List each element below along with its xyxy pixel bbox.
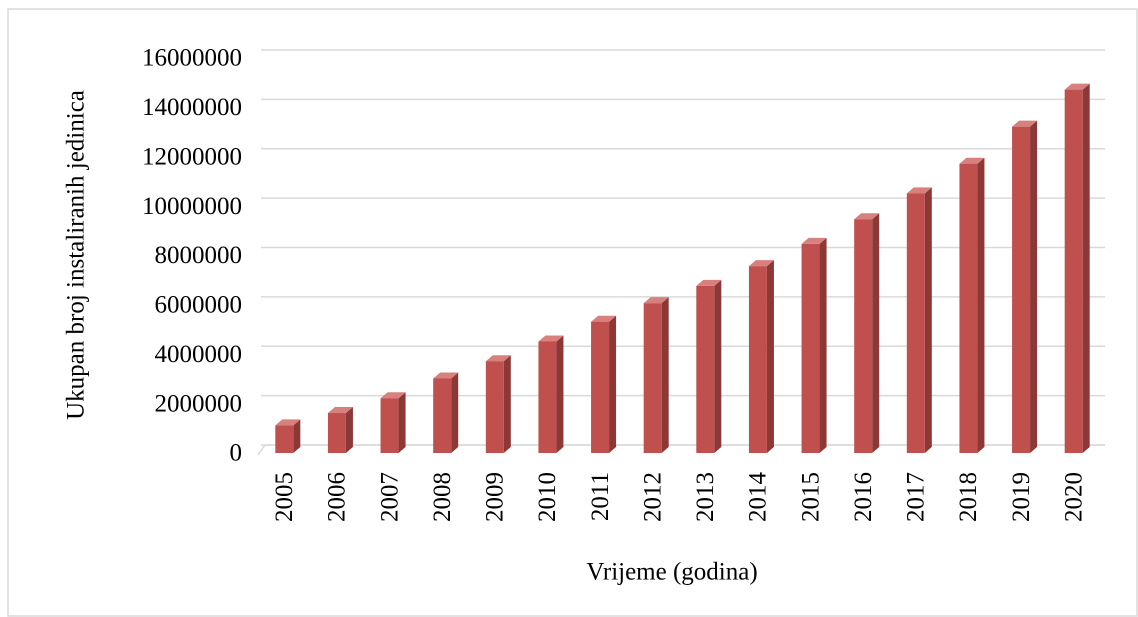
bar-side [293, 419, 301, 453]
x-tick-label: 2017 [903, 472, 930, 522]
x-tick-label: 2020 [1060, 472, 1087, 522]
bar-front [380, 398, 399, 453]
bar-side [556, 335, 564, 453]
bar-top [538, 335, 564, 342]
bar [327, 407, 353, 453]
bar-side [977, 157, 985, 453]
bar-side [872, 213, 880, 453]
bar-side [1082, 83, 1090, 453]
bar-front [696, 285, 715, 453]
bar [1012, 120, 1038, 453]
bar-front [854, 219, 873, 453]
bar-top [801, 237, 827, 244]
bar [801, 237, 827, 453]
x-tick-label: 2009 [482, 472, 509, 522]
y-axis-title: Ukupan broj instaliranih jedinica [63, 90, 90, 420]
x-tick-label: 2006 [324, 472, 351, 522]
x-tick-label: 2018 [955, 472, 982, 522]
bar-front [538, 341, 557, 453]
y-tick-label: 4000000 [155, 341, 243, 368]
bar [1064, 83, 1090, 453]
y-tick-label: 2000000 [155, 390, 243, 417]
bar-front [801, 243, 820, 453]
bar-top [906, 187, 932, 194]
x-tick-label: 2005 [271, 472, 298, 522]
bar-front [433, 378, 452, 453]
bar-side [609, 315, 617, 453]
bar-side [661, 297, 669, 453]
bar [696, 279, 722, 453]
bar-front [485, 361, 504, 453]
bar-top [748, 260, 774, 267]
y-tick-label: 14000000 [142, 94, 242, 121]
bar [538, 335, 564, 453]
bar-side [1030, 120, 1038, 453]
bar-side [503, 355, 511, 453]
x-tick-label: 2014 [745, 472, 772, 523]
x-tick-label: 2015 [797, 472, 824, 522]
bar-side [345, 407, 353, 453]
bar-top [1064, 83, 1090, 90]
y-tick-label: 0 [230, 440, 243, 467]
bar-front [275, 425, 294, 453]
bar [380, 392, 406, 453]
bar-front [591, 321, 610, 453]
bar-front [906, 193, 925, 453]
bar-top [327, 407, 353, 414]
x-tick-label: 2008 [429, 472, 456, 522]
bar-front [643, 303, 662, 453]
bar-side [819, 237, 827, 453]
x-tick-label: 2010 [534, 472, 561, 522]
bar [959, 157, 985, 453]
bar [748, 260, 774, 453]
bar-side [398, 392, 406, 453]
chart-frame [7, 8, 1138, 617]
bar-front [327, 413, 346, 453]
x-tick-label: 2011 [587, 472, 614, 521]
y-tick-label: 10000000 [142, 193, 242, 220]
bar [906, 187, 932, 453]
bar-front [1012, 126, 1031, 453]
x-axis-title: Vrijeme (godina) [586, 559, 757, 586]
bar-top [485, 355, 511, 362]
bar [275, 419, 301, 453]
x-tick-label: 2012 [639, 472, 666, 522]
y-tick-label: 8000000 [155, 242, 243, 269]
bar-side [924, 187, 932, 453]
bar-top [643, 297, 669, 304]
bar [591, 315, 617, 453]
bar-top [275, 419, 301, 426]
y-tick-label: 6000000 [155, 292, 243, 319]
bar [485, 355, 511, 453]
bar-top [380, 392, 406, 399]
bar [854, 213, 880, 453]
bar-side [451, 372, 459, 453]
bar-front [959, 163, 978, 453]
bar-side [714, 279, 722, 453]
x-tick-label: 2013 [692, 472, 719, 522]
bar [643, 297, 669, 453]
bar-top [696, 279, 722, 286]
bar-top [433, 372, 459, 379]
y-tick-label: 12000000 [142, 143, 242, 170]
bar-top [1012, 120, 1038, 127]
bar-top [854, 213, 880, 220]
bar-top [591, 315, 617, 322]
bar-top [959, 157, 985, 164]
bar-front [1064, 89, 1083, 453]
bar [433, 372, 459, 453]
bar-front [748, 266, 767, 453]
x-tick-label: 2016 [850, 472, 877, 522]
x-tick-label: 2007 [376, 472, 403, 522]
bar-side [766, 260, 774, 453]
y-tick-label: 16000000 [142, 45, 242, 72]
x-tick-label: 2019 [1008, 472, 1035, 522]
